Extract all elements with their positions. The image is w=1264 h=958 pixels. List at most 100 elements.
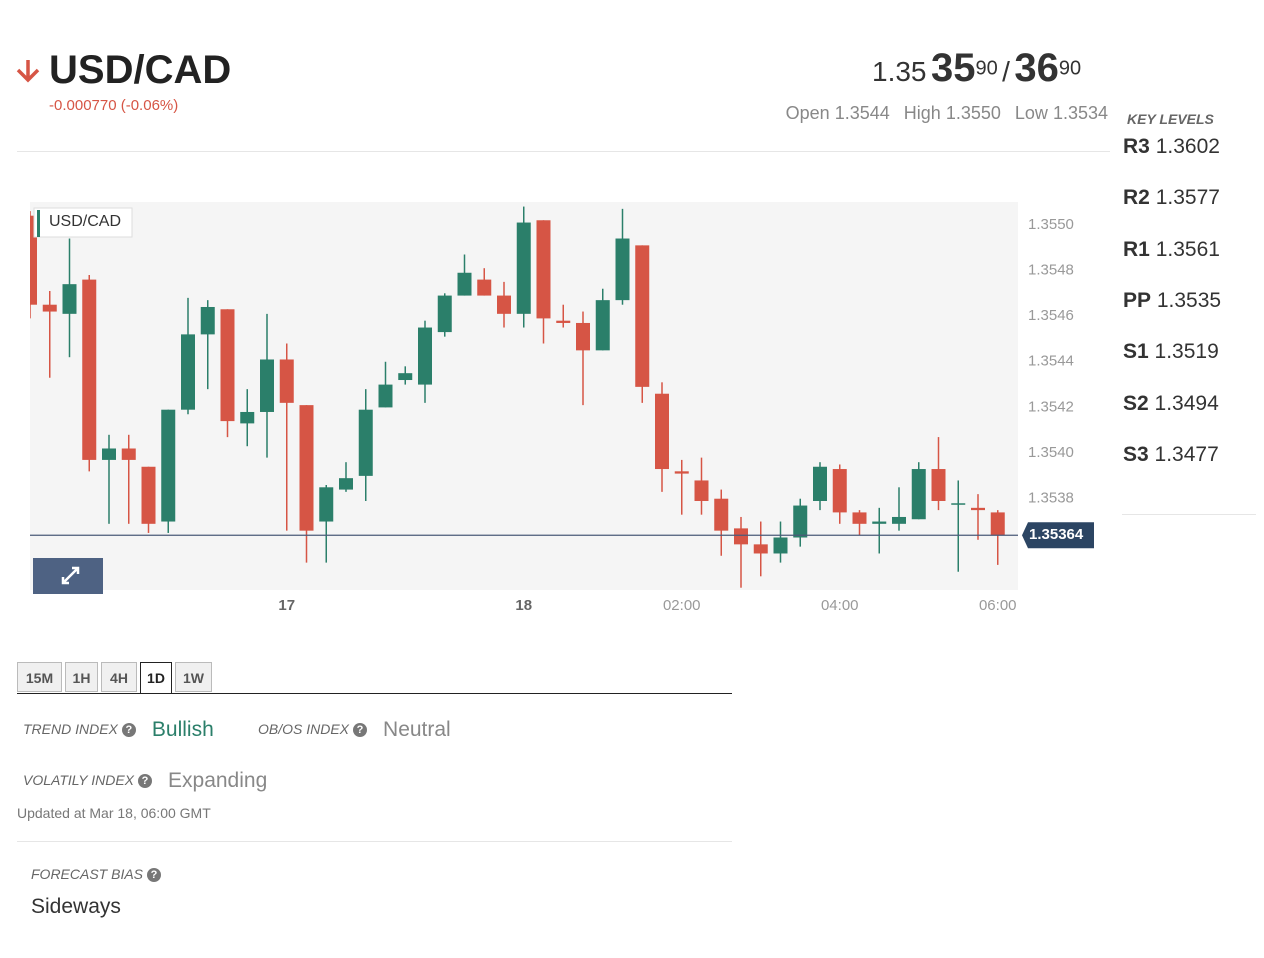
candle-body — [813, 466, 827, 501]
timeframe-tab[interactable]: 15M — [17, 662, 62, 692]
candle-body — [852, 512, 867, 524]
ask-pip: 90 — [1058, 57, 1082, 80]
index-value: Bullish — [151, 718, 214, 741]
key-level-name: S1 — [1123, 340, 1149, 364]
tabs-underline — [17, 693, 732, 694]
key-level: PP 1.3535 — [1123, 289, 1221, 313]
key-level: R3 1.3602 — [1123, 135, 1220, 159]
symbol: USD/CAD — [49, 48, 232, 92]
y-tick-label: 1.3544 — [1028, 353, 1074, 370]
symbol-badge — [33, 207, 133, 238]
candle-body — [951, 503, 966, 505]
candle-body — [674, 471, 689, 474]
plot — [30, 206, 1005, 588]
y-tick-label: 1.3550 — [1028, 216, 1074, 233]
bid-pip: 90 — [975, 57, 998, 80]
key-level-value: 1.3494 — [1154, 391, 1219, 415]
stat: High 1.3550 — [904, 103, 1001, 123]
trend-index: TREND INDEX? Bullish — [23, 718, 214, 741]
price: 1.35 3590 / 3690 — [872, 46, 1081, 91]
timeframe-tab[interactable]: 1H — [65, 662, 98, 692]
candle-body — [200, 306, 215, 335]
expand-button[interactable] — [33, 558, 103, 594]
key-level-name: S2 — [1123, 391, 1149, 415]
forecast-label: FORECAST BIAS — [31, 866, 144, 882]
candle-body — [378, 384, 393, 408]
updated: Updated at Mar 18, 06:00 GMT — [17, 805, 211, 821]
key-level-name: R2 — [1123, 186, 1150, 210]
key-level-name: R3 — [1123, 135, 1150, 158]
index-label: TREND INDEX — [23, 721, 118, 738]
candle-body — [161, 409, 176, 522]
candle-body — [220, 309, 235, 422]
stat: Open 1.3544 — [786, 103, 890, 123]
candle-body — [931, 469, 946, 501]
y-tick-label: 1.3538 — [1028, 490, 1074, 507]
candle-body — [477, 279, 492, 296]
candle-body — [240, 411, 255, 424]
key-level-value: 1.3561 — [1155, 237, 1220, 261]
stat-value: 1.3550 — [945, 103, 1001, 123]
key-level: S1 1.3519 — [1123, 340, 1219, 364]
key-level: R1 1.3561 — [1123, 238, 1220, 262]
stat-label: Low — [1014, 103, 1048, 123]
index-value: Expanding — [168, 769, 268, 792]
candle-body — [82, 279, 97, 460]
candle-body — [30, 215, 37, 305]
candle-body — [260, 359, 274, 412]
candle-body — [457, 272, 472, 296]
y-tick-label: 1.3542 — [1028, 398, 1074, 415]
candle-body — [595, 300, 610, 351]
timeframe-tab[interactable]: 1W — [175, 662, 212, 692]
candle-body — [793, 505, 808, 538]
candle-body — [556, 320, 571, 323]
candle-body — [734, 528, 748, 545]
divider — [17, 151, 1110, 152]
candle-body — [358, 409, 373, 476]
x-tick-label: 06:00 — [979, 597, 1017, 614]
divider — [1122, 514, 1256, 515]
chart: USD/CAD 1.3550 1.3548 1.3546 1.3544 1.3542 1.… — [30, 206, 1094, 614]
chart-symbol: USD/CAD — [49, 213, 121, 230]
candle-body — [121, 448, 136, 460]
timeframe-tab[interactable]: 1D — [140, 662, 172, 694]
key-level: S3 1.3477 — [1123, 443, 1219, 467]
candle-body — [990, 512, 1005, 536]
x-tick-label: 17 — [278, 597, 295, 614]
candle-body — [42, 304, 57, 312]
candle-body — [971, 507, 985, 511]
stat-label: High — [903, 103, 941, 123]
x-tick-label: 18 — [515, 597, 532, 614]
candle-body — [655, 393, 669, 470]
y-tick-label: 1.3540 — [1028, 444, 1074, 461]
key-level-value: 1.3577 — [1155, 186, 1220, 210]
timeframe-tab[interactable]: 4H — [101, 662, 137, 692]
divider — [17, 841, 732, 842]
candle-body — [911, 469, 926, 520]
stat-value: 1.3534 — [1052, 103, 1108, 123]
change: -0.000770 (-0.06%) — [49, 97, 179, 114]
candle-body — [832, 469, 847, 513]
candle-body — [279, 359, 294, 403]
x-tick-label: 02:00 — [663, 597, 701, 614]
candle-body — [497, 295, 511, 314]
candle-body — [536, 220, 551, 319]
index-value: Neutral — [383, 718, 451, 741]
stat-value: 1.3544 — [834, 103, 890, 123]
last-price-tag — [1022, 522, 1094, 549]
key-level: S2 1.3494 — [1123, 392, 1219, 416]
expand-icon — [61, 566, 80, 585]
ask-big: 36 — [1014, 46, 1059, 90]
x-tick-label: 04:00 — [821, 597, 859, 614]
candle-body — [141, 466, 156, 524]
key-level-value: 1.3477 — [1154, 442, 1219, 466]
candle-body — [615, 238, 630, 301]
candle-body — [635, 245, 650, 387]
index-label: OB/OS INDEX — [258, 721, 350, 738]
candle-body — [398, 373, 413, 381]
key-level-name: PP — [1123, 288, 1152, 312]
forecast-value: Sideways — [31, 895, 121, 918]
stats: Open 1.3544 High 1.3550 Low 1.3534 — [772, 103, 1108, 124]
down-arrow-icon — [16, 60, 40, 83]
candle-body — [62, 284, 77, 314]
